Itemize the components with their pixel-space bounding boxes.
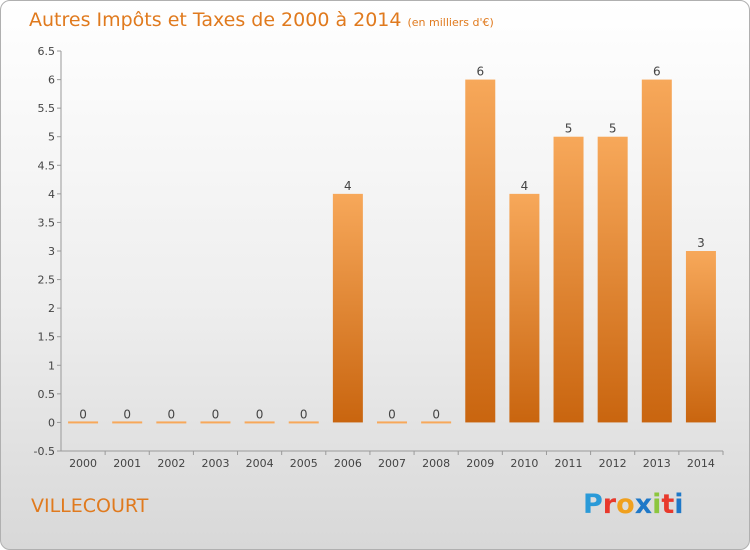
x-tick-label: 2001 [113,457,141,470]
bar [465,79,496,423]
y-tick-label: 5.5 [38,102,56,115]
place-name: VILLECOURT [31,495,149,517]
bar [685,251,716,423]
data-label: 5 [609,122,617,136]
x-tick-label: 2004 [246,457,274,470]
y-tick-label: 6.5 [38,45,56,58]
x-tick-label: 2002 [157,457,185,470]
bar [156,421,187,424]
logo-letter: P [583,489,603,520]
chart-labels: 0 0 0 0 0 0 4 0 0 6 4 5 5 6 3 [79,65,705,422]
x-tick-label: 2005 [290,457,318,470]
chart-title-text: Autres Impôts et Taxes de 2000 à 2014 [29,9,402,31]
data-label: 0 [123,407,131,421]
bar [553,136,584,423]
data-label: 0 [300,407,308,421]
x-tick-label: 2010 [510,457,538,470]
x-tick-label: 2009 [466,457,494,470]
logo-letter: x [634,489,653,520]
y-tick-label: 3.5 [38,216,56,229]
data-label: 3 [697,236,705,250]
logo-letter: r [602,489,617,520]
bar [421,421,452,424]
x-tick-label: 2011 [555,457,583,470]
data-label: 0 [212,407,220,421]
y-tick-label: 4.5 [38,159,56,172]
chart-title: Autres Impôts et Taxes de 2000 à 2014 (en… [29,9,494,31]
x-tick-label: 2014 [687,457,715,470]
x-tick-label: 2003 [201,457,229,470]
x-tick-label: 2008 [422,457,450,470]
x-tick-label: 2007 [378,457,406,470]
y-tick-label: 1 [48,359,55,372]
logo-letter: o [616,489,635,520]
bar [288,421,319,424]
y-tick-label: 1.5 [38,331,56,344]
data-label: 0 [388,407,396,421]
bar [509,193,540,423]
data-label: 5 [565,122,573,136]
bar [377,421,407,424]
logo-letter: i [674,489,684,520]
bar [597,136,628,423]
logo-letter: i [652,489,662,520]
data-label: 0 [168,407,176,421]
y-tick-label: 4 [48,188,55,201]
proxiti-logo: Proxiti [583,489,684,520]
y-tick-label: 5 [48,131,55,144]
bar [641,79,672,423]
data-label: 4 [344,179,352,193]
y-tick-label: 3 [48,245,55,258]
y-tick-label: 2.5 [38,274,56,287]
chart-bars [68,79,716,424]
y-tick-label: 2 [48,302,55,315]
data-label: 6 [653,65,661,79]
x-tick-label: 2013 [643,457,671,470]
bar [112,421,143,424]
data-label: 0 [432,407,440,421]
y-tick-label: 6 [48,74,55,87]
data-label: 0 [256,407,264,421]
bar [68,421,99,424]
x-tick-label: 2000 [69,457,97,470]
logo-letter: t [661,489,675,520]
y-tick-label: -0.5 [34,445,55,458]
x-tick-label: 2006 [334,457,362,470]
bar [244,421,275,424]
x-tick-label: 2012 [599,457,627,470]
bar [200,421,231,424]
chart-unit: (en milliers d'€) [407,16,494,29]
bar [332,193,363,423]
data-label: 0 [79,407,87,421]
data-label: 6 [476,65,484,79]
chart-axes: -0.5 0 0.5 1 1.5 2 2.5 3 3.5 4 4.5 5 5.5 6 6.5 2000 2001… [34,45,724,470]
data-label: 4 [521,179,529,193]
y-tick-label: 0 [48,416,55,429]
y-tick-label: 0.5 [38,388,56,401]
